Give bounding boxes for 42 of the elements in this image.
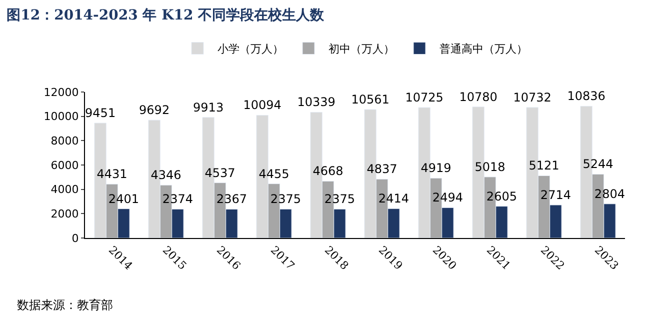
legend-label: 小学（万人） xyxy=(218,42,284,56)
data-label: 10725 xyxy=(405,90,444,105)
data-label: 4919 xyxy=(420,161,452,176)
y-tick-label: 2000 xyxy=(50,208,79,221)
y-tick-label: 8000 xyxy=(50,134,79,148)
data-label: 4837 xyxy=(366,162,398,176)
source-note: 数据来源：教育部 xyxy=(17,298,113,312)
data-label: 2401 xyxy=(108,192,139,206)
data-label: 2804 xyxy=(594,186,625,201)
data-label: 5018 xyxy=(474,160,506,174)
data-label: 2605 xyxy=(486,189,517,204)
y-tick-label: 6000 xyxy=(50,158,79,172)
y-tick-label: 4000 xyxy=(50,183,79,196)
data-label: 4431 xyxy=(96,167,128,182)
data-label: 9692 xyxy=(139,103,170,118)
data-label: 10780 xyxy=(459,90,498,104)
data-label: 2375 xyxy=(270,192,301,206)
data-label: 9451 xyxy=(85,106,116,120)
data-label: 2374 xyxy=(162,192,193,206)
data-label: 9913 xyxy=(193,100,224,114)
data-label: 5121 xyxy=(528,158,560,173)
data-label: 10339 xyxy=(297,95,336,110)
legend-label: 初中（万人） xyxy=(328,42,394,56)
data-label: 4346 xyxy=(150,168,182,182)
data-label: 4455 xyxy=(258,166,290,181)
data-label: 2714 xyxy=(540,188,571,202)
y-tick-label: 12000 xyxy=(44,86,79,99)
y-tick-label: 0 xyxy=(72,232,79,245)
data-label: 2414 xyxy=(378,192,409,206)
y-tick-label: 10000 xyxy=(44,110,79,124)
data-label: 4537 xyxy=(204,166,236,180)
data-label: 5244 xyxy=(582,157,614,172)
data-label: 2494 xyxy=(432,190,463,205)
data-label: 10836 xyxy=(567,89,606,104)
data-label: 4668 xyxy=(312,164,344,178)
data-label: 2375 xyxy=(324,192,355,206)
legend-label: 普通高中（万人） xyxy=(440,42,528,56)
data-label: 10561 xyxy=(351,92,390,107)
chart-title: 图12：2014-2023 年 K12 不同学段在校生人数 xyxy=(6,8,326,24)
data-label: 10732 xyxy=(513,90,552,104)
data-label: 10094 xyxy=(243,98,282,112)
data-label: 2367 xyxy=(216,192,247,206)
